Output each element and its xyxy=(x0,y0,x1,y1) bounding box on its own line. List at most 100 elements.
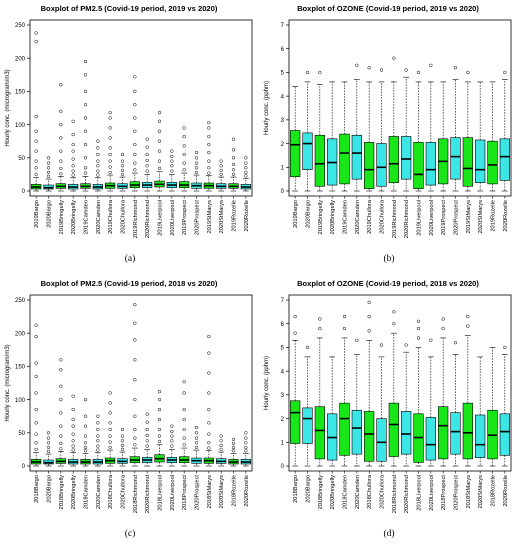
x-tick-label: 2020StMarys xyxy=(219,200,225,234)
x-tick-label: 2019Rozelle xyxy=(491,200,497,232)
y-axis-label: Hourly conc. (microgram/m3) xyxy=(5,69,11,146)
outlier-point xyxy=(157,389,162,394)
x-tick-label: 2019Rozelle xyxy=(232,200,238,232)
panel-label: (a) xyxy=(124,254,136,264)
box xyxy=(401,136,412,180)
x-tick-label: 2020Prospect xyxy=(454,475,460,511)
outlier-point xyxy=(355,63,359,67)
outlier-point xyxy=(170,159,174,163)
outlier-point xyxy=(157,149,162,153)
y-tick-label: 250 xyxy=(15,23,26,29)
x-tick-label: 2018Camden xyxy=(84,475,90,509)
box xyxy=(388,136,399,183)
outlier-point xyxy=(207,351,211,355)
x-tick-label: 2020Liverpool xyxy=(170,200,176,236)
outlier-point xyxy=(71,119,75,123)
outlier-point xyxy=(207,159,211,163)
x-tick-label: 2020Richmond xyxy=(145,475,151,513)
outlier-point xyxy=(318,326,322,331)
outlier-point xyxy=(219,164,223,168)
outlier-point xyxy=(157,119,162,123)
outlier-point xyxy=(96,164,100,168)
outlier-point xyxy=(133,378,137,382)
outlier-point xyxy=(157,139,162,143)
outlier-point xyxy=(71,439,75,443)
x-tick-label: 2019Bargo xyxy=(293,200,299,228)
x-tick-label: 2020Richmond xyxy=(404,200,410,238)
box xyxy=(339,402,350,456)
outlier-point xyxy=(231,137,236,141)
outlier-point xyxy=(318,317,322,321)
outlier-point xyxy=(244,174,248,178)
outlier-point xyxy=(34,334,38,339)
x-tick-label: 2018Richmond xyxy=(392,475,398,513)
y-tick-label: 4 xyxy=(281,369,285,375)
outlier-point xyxy=(157,129,162,133)
outlier-point xyxy=(157,407,162,412)
outlier-point xyxy=(157,166,162,171)
outlier-point xyxy=(108,136,112,140)
outlier-point xyxy=(46,166,51,170)
x-tick-label: 2018StMarys xyxy=(466,475,472,509)
outlier-point xyxy=(96,434,100,438)
outlier-point xyxy=(108,411,112,415)
outlier-point xyxy=(133,358,137,362)
x-tick-label: 2018Prospect xyxy=(441,475,447,511)
outlier-point xyxy=(83,424,88,428)
box xyxy=(364,411,375,462)
outlier-point xyxy=(194,161,199,165)
box xyxy=(425,417,436,461)
outlier-point xyxy=(182,443,186,447)
outlier-point xyxy=(182,126,186,130)
x-tick-label: 2020Camden xyxy=(355,475,361,509)
outlier-point xyxy=(120,168,125,173)
outlier-point xyxy=(108,110,112,115)
outlier-point xyxy=(71,142,75,147)
outlier-point xyxy=(46,449,51,454)
y-tick-label: 7 xyxy=(281,23,285,29)
outlier-point xyxy=(34,432,38,436)
outlier-point xyxy=(416,326,421,331)
outlier-point xyxy=(59,83,63,87)
outlier-point xyxy=(59,109,63,113)
outlier-point xyxy=(46,170,51,175)
x-tick-label: 2020Bringelly xyxy=(71,200,77,235)
outlier-point xyxy=(34,361,38,365)
outlier-point xyxy=(133,436,137,440)
outlier-point xyxy=(170,149,174,153)
outlier-point xyxy=(429,338,433,342)
outlier-point xyxy=(108,116,112,120)
outlier-point xyxy=(46,431,51,435)
y-tick-label: 5 xyxy=(281,71,285,77)
x-tick-label: 2018Bringelly xyxy=(59,475,65,510)
outlier-point xyxy=(219,434,223,438)
y-tick-label: 4 xyxy=(281,94,285,100)
outlier-point xyxy=(207,134,211,139)
outlier-point xyxy=(207,142,211,147)
x-tick-label: 2020StMarys xyxy=(478,475,484,509)
outlier-point xyxy=(392,56,396,60)
y-tick-label: 250 xyxy=(15,298,26,304)
outlier-point xyxy=(71,164,75,168)
outlier-point xyxy=(133,152,137,157)
outlier-point xyxy=(182,152,186,157)
y-axis-label: Hourly conc. (pphm) xyxy=(264,81,270,135)
outlier-point xyxy=(83,397,88,402)
outlier-point xyxy=(108,391,112,395)
plot-frame xyxy=(288,294,512,472)
outlier-point xyxy=(34,407,38,412)
outlier-point xyxy=(34,129,38,133)
y-tick-label: 150 xyxy=(15,90,26,96)
outlier-point xyxy=(145,137,149,141)
outlier-point xyxy=(34,39,38,44)
outlier-point xyxy=(133,89,137,94)
box xyxy=(302,407,313,444)
outlier-point xyxy=(244,170,248,175)
panel-label: (b) xyxy=(383,254,395,264)
outlier-point xyxy=(108,152,112,157)
box xyxy=(475,139,486,183)
outlier-point xyxy=(342,326,347,331)
outlier-point xyxy=(219,447,223,452)
outlier-point xyxy=(46,161,51,165)
x-tick-label: 2020Liverpool xyxy=(170,475,176,511)
